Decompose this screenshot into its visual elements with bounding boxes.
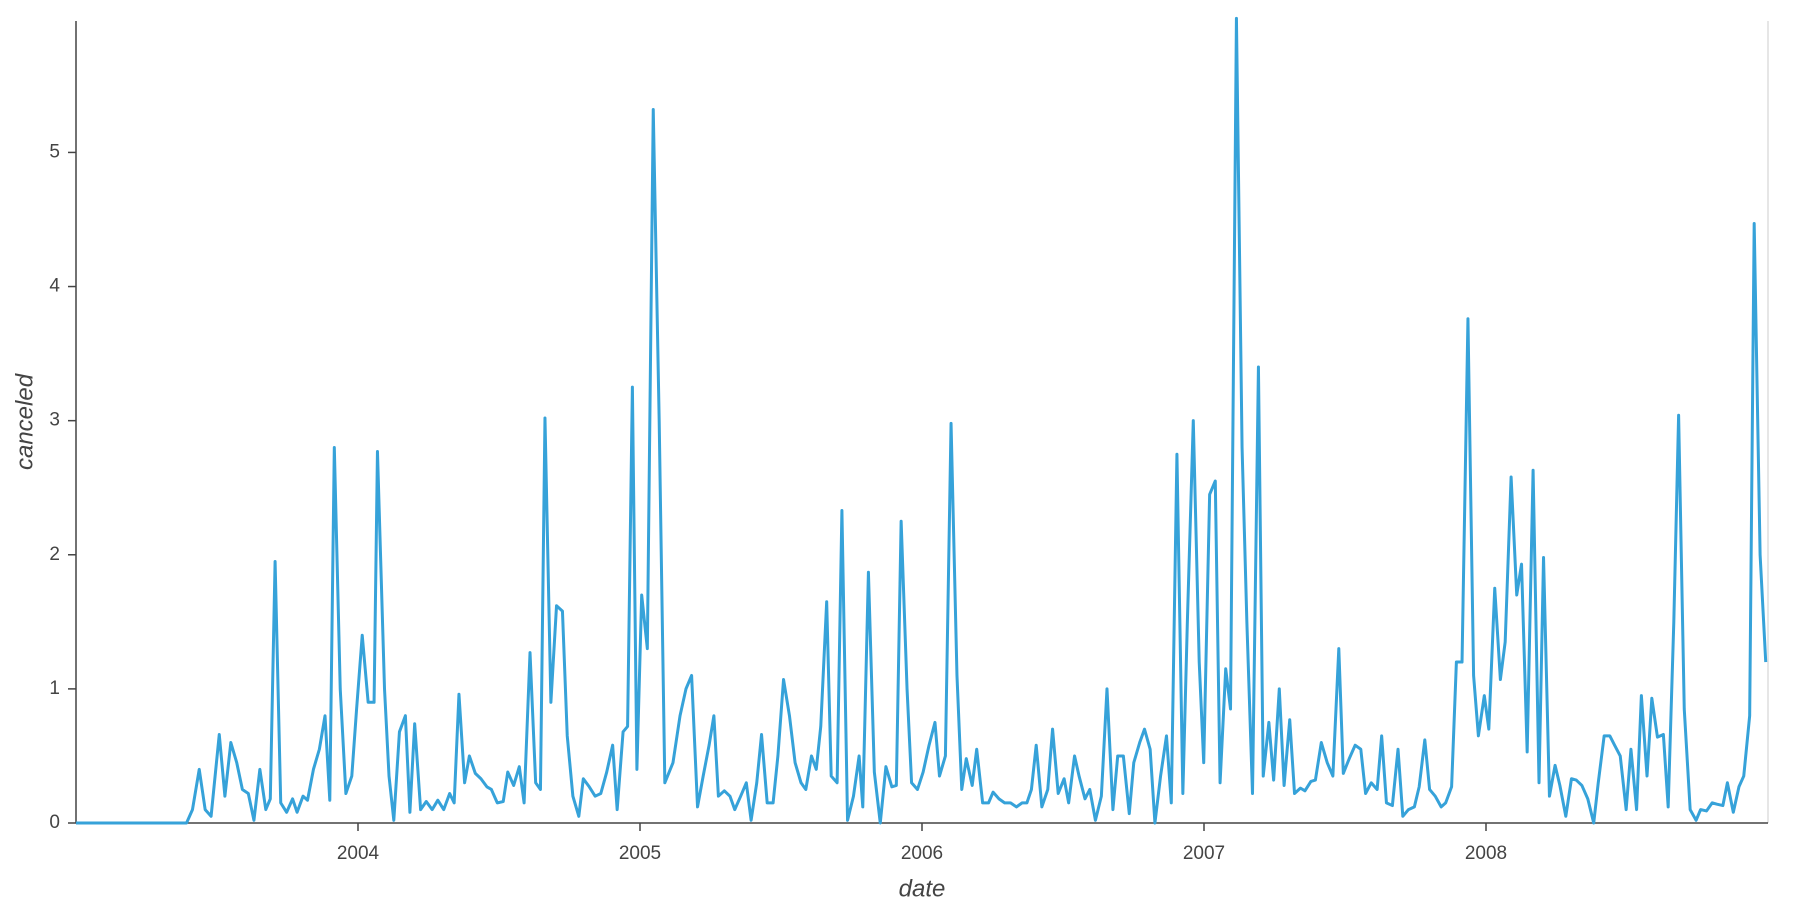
x-tick-label: 2006 xyxy=(901,843,943,864)
x-tick-label: 2008 xyxy=(1465,843,1507,864)
x-tick-label: 2004 xyxy=(337,843,380,864)
x-tick-label: 2005 xyxy=(619,843,661,864)
data-line xyxy=(76,16,1768,825)
y-axis-title: canceled xyxy=(11,373,38,470)
y-tick-label: 1 xyxy=(49,678,60,699)
y-tick-label: 3 xyxy=(49,410,60,431)
x-axis-title: date xyxy=(899,875,946,900)
y-tick-label: 5 xyxy=(49,141,60,162)
x-tick-label: 2007 xyxy=(1183,843,1225,864)
y-tick-label: 0 xyxy=(49,812,60,833)
y-tick-label: 2 xyxy=(49,544,60,565)
y-tick-label: 4 xyxy=(49,276,60,297)
